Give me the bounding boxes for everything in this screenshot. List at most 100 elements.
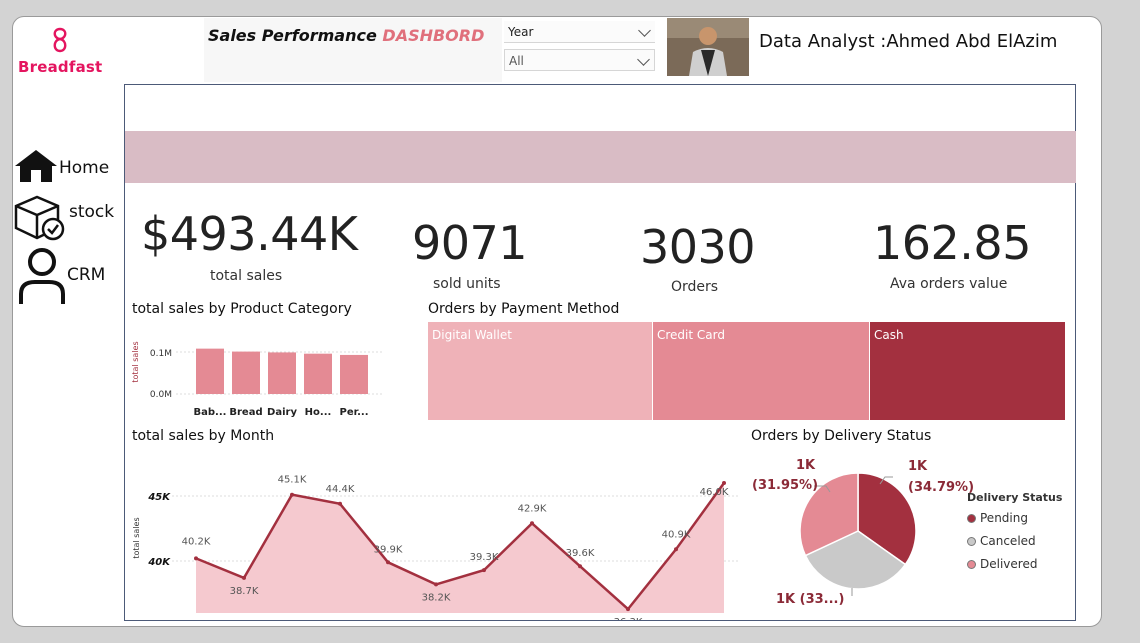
treemap-tile-credit-card[interactable]: Credit Card (653, 322, 869, 420)
legend-label-delivered: Delivered (980, 557, 1038, 571)
month-data-point[interactable] (674, 547, 678, 552)
kpi-sold-units-label: sold units (433, 276, 501, 292)
legend-item-delivered[interactable]: Delivered (967, 557, 1037, 571)
person-photo-icon (667, 18, 749, 76)
year-dropdown[interactable]: All (504, 49, 655, 71)
pie-slice-delivered[interactable] (799, 472, 859, 557)
month-data-label: 38.2K (422, 592, 451, 603)
month-data-point[interactable] (242, 575, 246, 580)
tile-credit-card-label: Credit Card (657, 328, 725, 342)
category-bar[interactable] (304, 353, 332, 394)
analyst-photo (667, 18, 749, 76)
delivery-chart-title: Orders by Delivery Status (751, 428, 932, 444)
kpi-total-sales-value: $493.44K (141, 207, 358, 261)
category-bar[interactable] (268, 352, 296, 394)
category-ytick-base: 0.0M (150, 390, 172, 400)
nav-crm-label: CRM (67, 265, 106, 285)
brand-logo[interactable]: Breadfast (18, 27, 102, 76)
title-box (204, 18, 502, 82)
breadfast-logo-icon (53, 27, 67, 53)
analyst-name: Data Analyst :Ahmed Abd ElAzim (759, 31, 1058, 52)
logo-text: Breadfast (18, 58, 103, 76)
pie-slice-canceled[interactable] (804, 530, 907, 590)
category-tick-label: Bread (229, 407, 262, 418)
month-data-point[interactable] (578, 564, 582, 569)
pie-leader-delivered (814, 485, 831, 493)
pie-label-canceled: 1K (33...) (776, 592, 844, 607)
treemap-tile-cash[interactable]: Cash (870, 322, 1065, 420)
pie-label-pending-pct: (34.79%) (908, 480, 974, 495)
title-main: Sales Performance (208, 26, 383, 45)
month-data-point[interactable] (482, 568, 486, 573)
legend-swatch-pending (967, 513, 976, 523)
month-data-point[interactable] (722, 481, 726, 485)
pie-leader-pending (879, 476, 893, 485)
month-data-point[interactable] (626, 607, 630, 612)
delivery-legend-title: Delivery Status (967, 491, 1063, 504)
month-data-point[interactable] (434, 582, 438, 587)
kpi-orders-label: Orders (671, 279, 719, 295)
month-data-point[interactable] (386, 560, 390, 565)
tile-digital-wallet-label: Digital Wallet (432, 328, 512, 342)
year-filter-label: Year (504, 21, 655, 43)
title-accent: DASHBORD (382, 26, 485, 45)
page-title: Sales Performance DASHBORD (208, 26, 484, 45)
kpi-orders-value: 3030 (640, 220, 756, 274)
stock-box-icon (14, 195, 65, 241)
treemap-tile-digital-wallet[interactable]: Digital Wallet (428, 322, 652, 420)
month-area-chart: total sales 45K 40K 40.2K 38.7K 45.1K 44.4K… (132, 475, 740, 620)
kpi-avg-order-value: 162.85 (873, 216, 1031, 270)
user-icon (19, 248, 65, 304)
pie-label-delivered-count: 1K (796, 458, 816, 473)
month-ylabel: total sales (132, 517, 141, 558)
tile-cash-label: Cash (874, 328, 904, 342)
nav-stock[interactable]: stock (13, 194, 114, 242)
legend-swatch-canceled (967, 536, 976, 546)
month-data-label: 39.3K (470, 552, 499, 563)
category-bar[interactable] (232, 351, 260, 394)
month-data-label: 45.1K (278, 475, 307, 486)
month-data-label: 36.3K (614, 617, 643, 620)
delivery-pie-chart: 1K (34.79%) 1K (31.95%) 1K (33...) (752, 458, 974, 607)
chevron-down-icon (638, 24, 651, 37)
pie-label-delivered-pct: (31.95%) (752, 478, 818, 493)
home-icon (15, 150, 57, 182)
legend-label-canceled: Canceled (980, 534, 1036, 548)
kpi-total-sales-label: total sales (210, 268, 283, 284)
month-series-line[interactable] (195, 482, 726, 611)
month-chart-title: total sales by Month (132, 428, 275, 444)
nav-home[interactable]: Home (13, 148, 109, 184)
category-chart-title: total sales by Product Category (132, 301, 352, 317)
month-area-fill (196, 483, 724, 613)
month-data-label: 42.9K (518, 503, 547, 514)
category-tick-label: Per... (339, 407, 368, 418)
category-tick-label: Ho... (305, 407, 332, 418)
month-data-point[interactable] (338, 501, 342, 506)
category-bar[interactable] (196, 348, 224, 394)
nav-stock-label: stock (69, 202, 115, 222)
category-ylabel: total sales (131, 341, 140, 382)
legend-swatch-delivered (967, 559, 976, 569)
kpi-avg-order-label: Ava orders value (890, 276, 1008, 292)
category-tick-label: Bab... (194, 407, 227, 418)
month-data-label: 40.9K (662, 529, 691, 540)
legend-item-canceled[interactable]: Canceled (967, 534, 1036, 548)
legend-label-pending: Pending (980, 511, 1028, 525)
pie-slice-pending[interactable] (857, 472, 917, 566)
category-bar[interactable] (340, 354, 368, 394)
nav-home-label: Home (59, 158, 110, 178)
month-data-point[interactable] (194, 556, 198, 561)
nav-crm[interactable]: CRM (13, 246, 105, 306)
category-tick-label: Dairy (267, 407, 297, 418)
year-value: All (509, 54, 524, 68)
month-data-label: 46.0K (700, 487, 729, 498)
month-data-point[interactable] (290, 492, 294, 497)
payment-chart-title: Orders by Payment Method (428, 301, 620, 317)
month-data-label: 39.9K (374, 544, 403, 555)
chevron-down-icon (637, 53, 650, 66)
category-bar-chart: total sales 0.1M 0.0M Bab... Bread Dairy Ho… (131, 341, 383, 418)
legend-item-pending[interactable]: Pending (967, 511, 1028, 525)
month-data-label: 40.2K (182, 536, 211, 547)
month-data-point[interactable] (530, 521, 534, 526)
category-ytick-top: 0.1M (150, 349, 172, 359)
